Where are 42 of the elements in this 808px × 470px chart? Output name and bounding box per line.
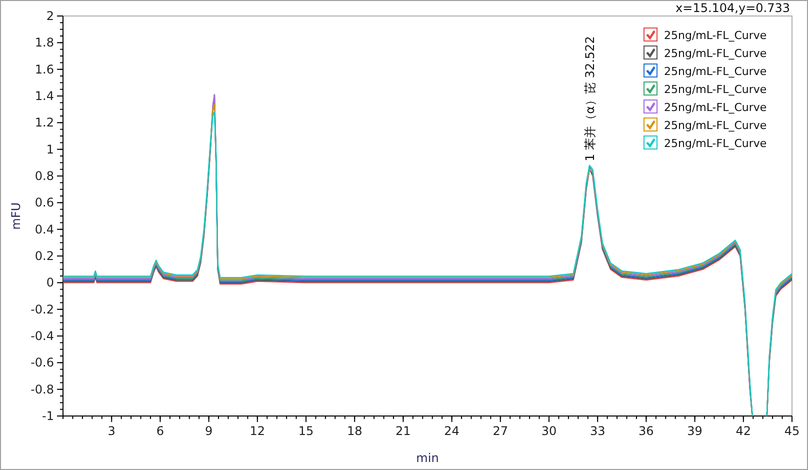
legend-label: 25ng/mL-FL_Curve	[664, 29, 767, 42]
y-tick-label: 0.6	[34, 196, 54, 210]
y-tick-label: -0.6	[30, 356, 54, 370]
x-tick-label: 24	[444, 424, 460, 438]
y-tick-label: 1.8	[34, 36, 54, 50]
x-tick-label: 39	[687, 424, 702, 438]
y-tick-label: -0.4	[30, 329, 54, 343]
legend-label: 25ng/mL-FL_Curve	[664, 65, 767, 78]
x-tick-label: 33	[590, 424, 606, 438]
y-tick-label: 0	[46, 276, 54, 290]
y-tick-label: 1.4	[34, 89, 54, 103]
legend-label: 25ng/mL-FL_Curve	[664, 83, 767, 96]
x-tick-label: 18	[346, 424, 362, 438]
legend-label: 25ng/mL-FL_Curve	[664, 101, 767, 114]
x-tick-label: 42	[736, 424, 752, 438]
y-tick-label: -1	[42, 409, 54, 423]
x-tick-label: 15	[298, 424, 314, 438]
x-tick-label: 12	[250, 424, 266, 438]
y-axis-title: mFU	[9, 202, 23, 230]
y-tick-label: 2	[46, 9, 54, 23]
y-tick-label: 1.2	[34, 116, 54, 130]
x-axis-title: min	[416, 451, 439, 465]
y-tick-label: -0.2	[30, 302, 54, 316]
x-tick-label: 3	[108, 424, 116, 438]
legend-label: 25ng/mL-FL_Curve	[664, 119, 767, 132]
x-tick-label: 27	[492, 424, 508, 438]
legend-label: 25ng/mL-FL_Curve	[664, 137, 767, 150]
legend-label: 25ng/mL-FL_Curve	[664, 47, 767, 60]
x-tick-label: 30	[541, 424, 557, 438]
text: x=15.104,y=0.733	[676, 1, 790, 15]
x-tick-label: 45	[784, 424, 800, 438]
y-tick-label: 0.8	[34, 169, 54, 183]
x-tick-label: 36	[638, 424, 654, 438]
y-tick-label: 1.6	[34, 62, 54, 76]
x-tick-label: 9	[204, 424, 213, 438]
y-tick-label: -0.8	[30, 382, 54, 396]
y-tick-label: 0.4	[34, 222, 54, 236]
y-tick-label: 1	[46, 142, 54, 156]
x-tick-label: 6	[156, 424, 164, 438]
annotation: 1 苯并（α）芘 32.522	[582, 36, 597, 162]
x-tick-label: 21	[396, 424, 411, 438]
y-tick-label: 0.2	[34, 249, 54, 263]
